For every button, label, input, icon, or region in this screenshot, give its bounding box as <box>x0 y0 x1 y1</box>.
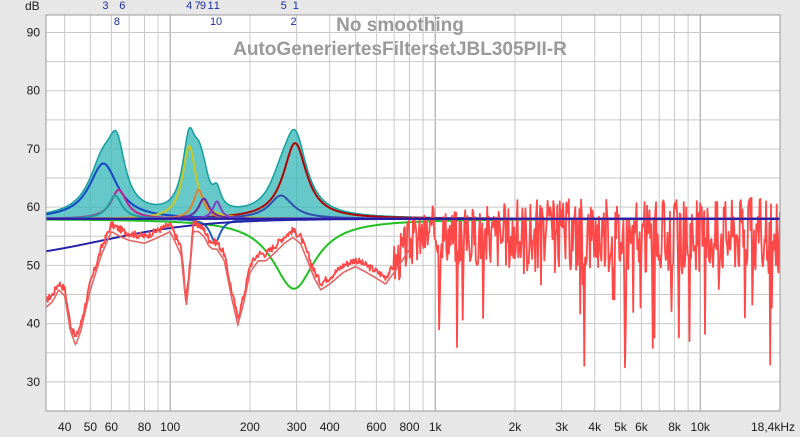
plot-frame <box>45 14 781 412</box>
x-tick-label: 100 <box>160 420 180 434</box>
filter-marker-label: 10 <box>210 16 222 28</box>
x-tick-label: 400 <box>320 420 340 434</box>
filter-marker-label: 8 <box>114 16 120 28</box>
y-tick-label: 70 <box>27 142 41 156</box>
y-tick-label: 60 <box>27 200 41 214</box>
y-tick-label: 80 <box>27 84 41 98</box>
y-tick-label: 40 <box>27 317 41 331</box>
chart-title: No smoothing <box>336 15 464 36</box>
curve-group <box>46 126 780 369</box>
y-tick-label: 30 <box>27 375 41 389</box>
x-tick-label: 60 <box>105 420 119 434</box>
x-tick-label: 50 <box>84 420 98 434</box>
filter-marker-label: 1 <box>293 0 299 12</box>
x-tick-label: 40 <box>58 420 72 434</box>
x-tick-label: 18,4kHz <box>751 420 795 434</box>
y-axis: 30 40 50 60 70 80 90 <box>27 25 41 388</box>
x-tick-label: 6k <box>635 420 649 434</box>
curves <box>46 126 780 369</box>
filter-marker-label: 9 <box>200 0 206 12</box>
y-tick-label: 90 <box>27 25 41 39</box>
x-axis: 40 50 60 80 100 200 300 400 600 800 1k 2k 3k 4k 5k 6k 8k… <box>58 420 795 434</box>
filter-marker-label: 6 <box>119 0 125 12</box>
x-tick-label: 300 <box>287 420 307 434</box>
x-tick-label: 80 <box>138 420 152 434</box>
y-tick-label: 50 <box>27 258 41 272</box>
x-tick-label: 8k <box>668 420 682 434</box>
measurement-curve <box>46 196 780 369</box>
filter-marker-label: 4 <box>186 0 192 12</box>
x-tick-label: 4k <box>588 420 602 434</box>
x-tick-label: 5k <box>614 420 628 434</box>
filter-marker-label: 1 <box>207 0 213 12</box>
x-tick-label: 200 <box>240 420 260 434</box>
x-tick-label: 10k <box>691 420 711 434</box>
measurement-curve-secondary <box>46 230 410 346</box>
y-axis-unit: dB <box>25 0 40 13</box>
filter-marker-label: 5 <box>281 0 287 12</box>
filter-marker-label: 2 <box>290 16 296 28</box>
x-tick-label: 800 <box>399 420 419 434</box>
x-tick-label: 3k <box>555 420 569 434</box>
chart-subtitle: AutoGeneriertesFiltersetJBL305PII-R <box>233 39 567 60</box>
x-tick-label: 2k <box>509 420 523 434</box>
x-tick-label: 600 <box>366 420 386 434</box>
x-tick-label: 1k <box>429 420 443 434</box>
filter-marker-label: 1 <box>214 0 220 12</box>
filter-marker-label: 3 <box>102 0 108 12</box>
filter-marker-label: 7 <box>195 0 201 12</box>
